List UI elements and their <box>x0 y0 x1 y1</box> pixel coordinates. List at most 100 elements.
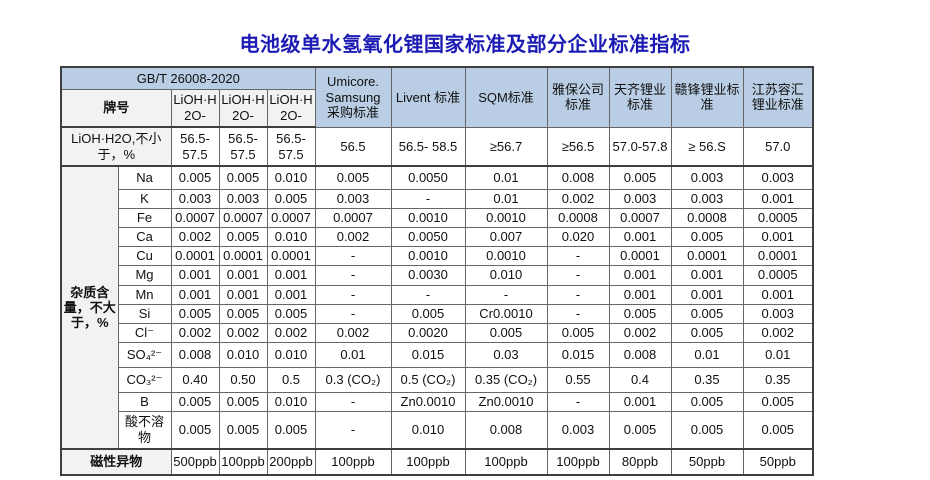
value-cell-imp10-1: 0.50 <box>218 366 268 393</box>
value-cell-imp7-4: 0.005 <box>390 303 466 324</box>
element-label-3: Ca <box>117 226 172 247</box>
value-cell-imp2-0: 0.0007 <box>170 207 220 228</box>
value-cell-imp11-5: Zn0.0010 <box>464 391 548 412</box>
value-cell-lioh-7: 57.0-57.8 <box>608 126 672 167</box>
value-cell-imp1-8: 0.003 <box>670 188 744 209</box>
element-label-2: Fe <box>117 207 172 228</box>
value-cell-imp9-2: 0.010 <box>266 341 316 368</box>
value-cell-imp4-7: 0.0001 <box>608 245 672 266</box>
value-cell-imp7-2: 0.005 <box>266 303 316 324</box>
value-cell-imp12-3: - <box>314 410 392 450</box>
value-cell-imp3-1: 0.005 <box>218 226 268 247</box>
value-cell-imp1-3: 0.003 <box>314 188 392 209</box>
value-cell-imp11-6: - <box>546 391 610 412</box>
element-label-11: B <box>117 391 172 412</box>
value-cell-imp8-8: 0.005 <box>670 322 744 343</box>
value-cell-lioh-2: 56.5-57.5 <box>266 126 316 167</box>
table-row-impurity: Cl⁻ 0.002 0.002 0.002 0.002 0.0020 0.005 0.005 0… <box>61 322 814 343</box>
value-cell-imp4-8: 0.0001 <box>670 245 744 266</box>
value-cell-imp0-9: 0.003 <box>742 165 814 190</box>
value-cell-imp10-9: 0.35 <box>742 366 814 393</box>
value-cell-imp4-1: 0.0001 <box>218 245 268 266</box>
value-cell-imp8-5: 0.005 <box>464 322 548 343</box>
value-cell-imp9-9: 0.01 <box>742 341 814 368</box>
value-cell-imp9-4: 0.015 <box>390 341 466 368</box>
value-cell-imp0-4: 0.0050 <box>390 165 466 190</box>
value-cell-mag-5: 100ppb <box>464 448 548 476</box>
value-cell-imp11-8: 0.005 <box>670 391 744 412</box>
value-cell-imp7-0: 0.005 <box>170 303 220 324</box>
element-label-0: Na <box>117 165 172 190</box>
value-cell-imp8-4: 0.0020 <box>390 322 466 343</box>
value-cell-imp11-4: Zn0.0010 <box>390 391 466 412</box>
page-title: 电池级单水氢氧化锂国家标准及部分企业标准指标 <box>239 34 691 56</box>
value-cell-imp2-5: 0.0010 <box>464 207 548 228</box>
table-row-impurity: CO₃²⁻ 0.40 0.50 0.5 0.3 (CO₂) 0.5 (CO₂) 0.35 (… <box>61 366 814 393</box>
value-cell-imp11-3: - <box>314 391 392 412</box>
value-cell-imp11-2: 0.010 <box>266 391 316 412</box>
value-cell-imp12-9: 0.005 <box>742 410 814 450</box>
table-row-impurity: 酸不溶物 0.005 0.005 0.005-0.010 0.008 0.003 0.005… <box>61 410 814 450</box>
value-cell-imp3-0: 0.002 <box>170 226 220 247</box>
value-cell-imp0-6: 0.008 <box>546 165 610 190</box>
header-row-2: 牌号 LiOH·H2O- LiOH·H2O- LiOH·H2O- <box>60 88 813 128</box>
value-cell-imp9-7: 0.008 <box>608 341 672 368</box>
value-cell-imp7-7: 0.005 <box>608 303 672 324</box>
value-cell-imp7-8: 0.005 <box>670 303 744 324</box>
value-cell-imp6-6: - <box>546 284 610 305</box>
value-cell-imp4-3: - <box>314 245 392 266</box>
value-cell-imp2-3: 0.0007 <box>314 207 392 228</box>
value-cell-imp0-1: 0.005 <box>218 165 268 190</box>
column-header-umicore-samsung: Umicore. Samsung 采购标准 <box>314 66 392 128</box>
value-cell-imp2-1: 0.0007 <box>218 207 268 228</box>
value-cell-imp10-6: 0.55 <box>546 366 610 393</box>
value-cell-imp6-9: 0.001 <box>742 284 814 305</box>
value-cell-imp3-3: 0.002 <box>314 226 392 247</box>
table-row-magnetic: 磁性异物 500ppb 100ppb 200ppb 100ppb 100ppb 100ppb… <box>60 448 814 476</box>
table-row-impurity: Si 0.005 0.005 0.005-0.005 Cr0.0010-0.005 0.0… <box>61 303 814 324</box>
value-cell-imp5-7: 0.001 <box>608 264 672 286</box>
value-cell-imp2-2: 0.0007 <box>266 207 316 228</box>
value-cell-imp1-0: 0.003 <box>170 188 220 209</box>
value-cell-imp6-1: 0.001 <box>218 284 268 305</box>
value-cell-mag-4: 100ppb <box>390 448 466 476</box>
standards-table: GB/T 26008-2020 Umicore. Samsung 采购标准 Li… <box>60 66 814 476</box>
header-row-1: GB/T 26008-2020 Umicore. Samsung 采购标准 Li… <box>60 66 814 128</box>
value-cell-lioh-1: 56.5-57.5 <box>218 126 268 167</box>
value-cell-imp4-2: 0.0001 <box>266 245 316 266</box>
value-cell-imp8-0: 0.002 <box>170 322 220 343</box>
column-header-livent: Livent 标准 <box>390 66 466 128</box>
table-row-impurity: B 0.005 0.005 0.010- Zn0.0010 Zn0.0010-0.001 0… <box>61 391 814 412</box>
value-cell-imp8-6: 0.005 <box>546 322 610 343</box>
column-header-yabao: 雅保公司标准 <box>546 66 610 128</box>
value-cell-imp9-8: 0.01 <box>670 341 744 368</box>
value-cell-mag-3: 100ppb <box>314 448 392 476</box>
value-cell-imp0-7: 0.005 <box>608 165 672 190</box>
column-header-tianqi: 天齐锂业标准 <box>608 66 672 128</box>
column-header-sqm: SQM标准 <box>464 66 548 128</box>
value-cell-mag-0: 500ppb <box>170 448 220 476</box>
value-cell-lioh-0: 56.5-57.5 <box>170 126 220 167</box>
value-cell-imp10-4: 0.5 (CO₂) <box>390 366 466 393</box>
value-cell-imp5-4: 0.0030 <box>390 264 466 286</box>
value-cell-imp4-0: 0.0001 <box>170 245 220 266</box>
value-cell-imp7-9: 0.003 <box>742 303 814 324</box>
gb-grade-header-1: LiOH·H2O- <box>170 88 220 128</box>
element-label-12: 酸不溶物 <box>117 410 172 450</box>
value-cell-imp8-1: 0.002 <box>218 322 268 343</box>
value-cell-imp3-7: 0.001 <box>608 226 672 247</box>
value-cell-imp8-3: 0.002 <box>314 322 392 343</box>
value-cell-imp2-6: 0.0008 <box>546 207 610 228</box>
value-cell-imp5-0: 0.001 <box>170 264 220 286</box>
value-cell-imp3-6: 0.020 <box>546 226 610 247</box>
value-cell-imp6-8: 0.001 <box>670 284 744 305</box>
gb-grade-header-2: LiOH·H2O- <box>218 88 268 128</box>
value-cell-imp1-6: 0.002 <box>546 188 610 209</box>
value-cell-imp1-9: 0.001 <box>742 188 814 209</box>
table-body: LiOH·H2O,不小于，% 56.5-57.5 56.5-57.5 56.5-57.… <box>60 126 814 476</box>
value-cell-mag-1: 100ppb <box>218 448 268 476</box>
table-row-lioh: LiOH·H2O,不小于，% 56.5-57.5 56.5-57.5 56.5-57.… <box>60 126 814 167</box>
value-cell-imp5-2: 0.001 <box>266 264 316 286</box>
value-cell-imp10-7: 0.4 <box>608 366 672 393</box>
table-row-impurity: Ca 0.002 0.005 0.010 0.002 0.0050 0.007 0.020 0.… <box>61 226 814 247</box>
